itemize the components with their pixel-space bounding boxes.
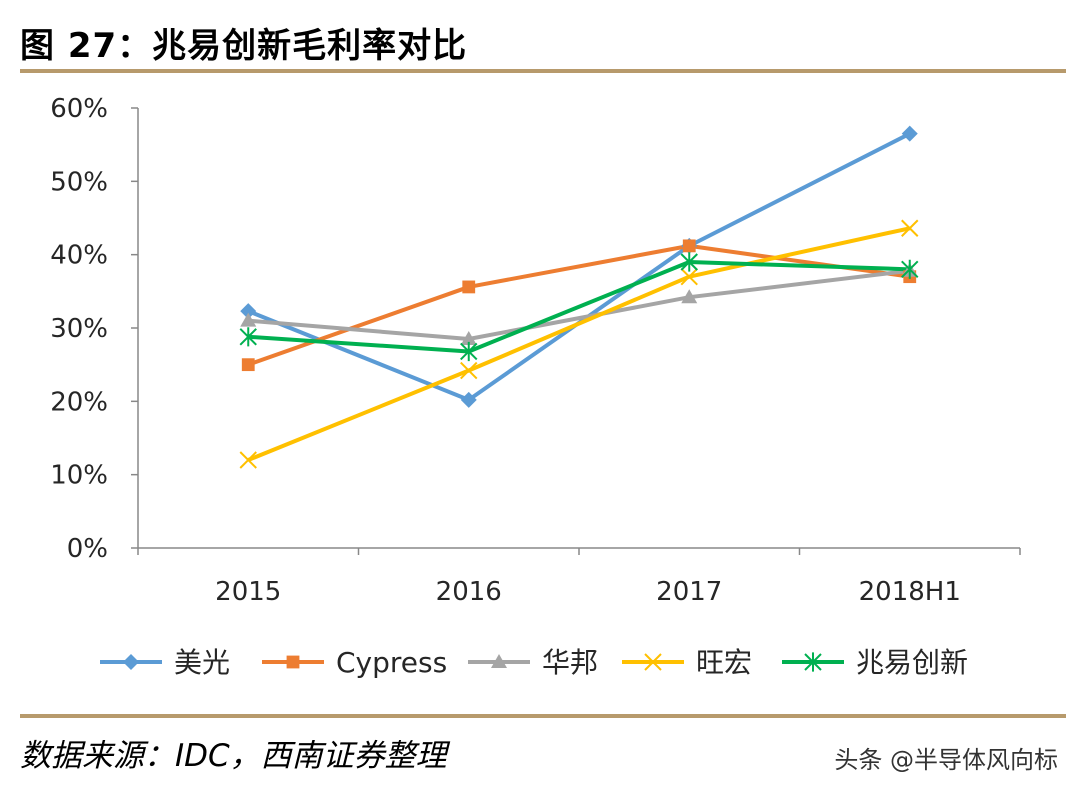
legend-label-5: 兆易创新 [856,646,968,679]
line-chart: 0%10%20%30%40%50%60% 2015 2016 2017 2018H1 … [50,94,1021,679]
data-point-4-2 [460,361,478,380]
data-point-1-2 [460,391,477,408]
legend-label-4: 旺宏 [696,646,752,679]
legend-marker-3 [491,654,507,668]
x-tick-label: 2018H1 [859,577,961,607]
data-point-2-2 [462,280,476,294]
figure-title: 图 27：兆易创新毛利率对比 [20,26,468,66]
data-point-4-1 [239,451,257,469]
y-tick-label: 50% [50,167,108,197]
y-axis-ticks: 0% 10% 20% 30% 40% 50% 60% [50,94,138,564]
data-point-3-2 [460,331,477,345]
x-tick-label: 2015 [215,577,281,607]
data-source-note: 数据来源：IDC，西南证券整理 [20,738,447,774]
legend-label-3: 华邦 [542,646,598,679]
data-point-3-1 [240,312,257,327]
legend-marker-2 [286,655,300,669]
series-line-2 [247,243,911,367]
data-point-5-4 [901,259,919,279]
y-tick-label: 10% [50,461,108,491]
chart-legend: 美光 Cypress 华邦 旺宏 兆易创新 [100,646,968,679]
data-point-1-4 [901,125,918,142]
top-divider [20,69,1066,73]
data-point-4-3 [680,267,698,286]
x-tick-label: 2016 [436,577,502,607]
y-tick-label: 0% [67,534,108,564]
data-point-5-2 [460,341,478,362]
legend-marker-1 [123,654,139,670]
legend-marker-5 [804,652,822,672]
legend-marker-4 [644,653,662,671]
y-tick-label: 30% [50,314,108,344]
bottom-divider [20,714,1066,718]
series-line-5 [248,260,910,354]
data-point-5-3 [680,252,698,272]
chart-axes [137,108,1020,549]
x-tick-label: 2017 [656,577,722,607]
legend-label-1: 美光 [174,646,230,679]
series-markers [239,125,919,469]
series-lines [247,131,911,462]
data-point-5-1 [239,327,257,347]
watermark-text: 头条 @半导体风向标 [834,746,1058,774]
series-line-3 [248,268,910,341]
x-axis-ticks: 2015 2016 2017 2018H1 [137,548,1021,607]
data-point-2-3 [682,239,696,253]
y-tick-label: 40% [50,241,108,271]
y-tick-label: 20% [50,387,108,417]
y-tick-label: 60% [50,94,108,124]
data-point-2-1 [241,358,255,372]
data-point-4-4 [901,219,919,237]
series-line-4 [247,226,911,462]
legend-label-2: Cypress [336,646,447,679]
data-point-1-1 [240,303,257,320]
data-point-3-3 [681,289,698,304]
